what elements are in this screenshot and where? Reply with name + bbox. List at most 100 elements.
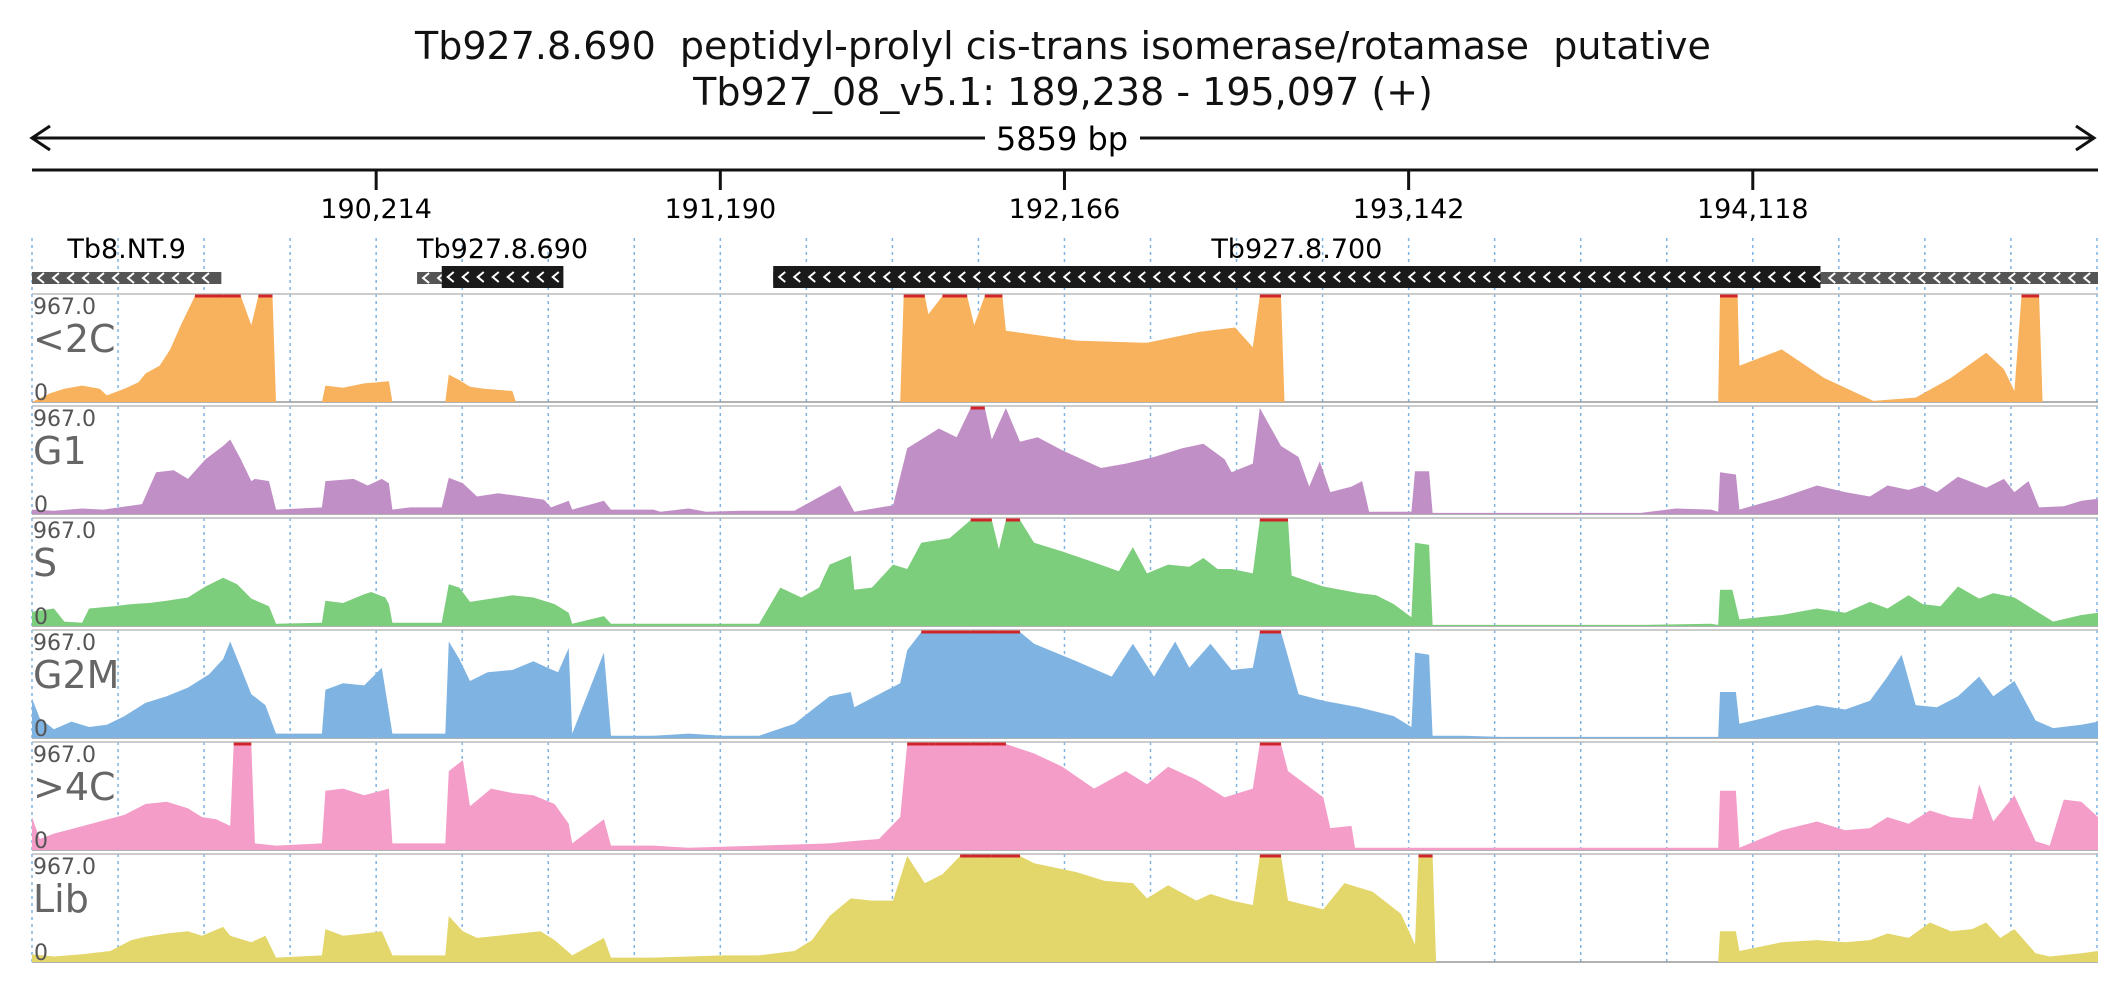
span-arrow-right-icon — [2075, 124, 2097, 152]
track-name-label: S — [33, 541, 57, 585]
strand-chevron-icon — [1857, 272, 1866, 284]
strand-chevron-icon — [141, 272, 150, 284]
strand-chevron-icon — [1077, 271, 1086, 283]
track-max-label: 967.0 — [33, 855, 96, 880]
gene-label[interactable]: Tb927.8.690 — [416, 234, 588, 265]
strand-chevron-icon — [822, 271, 831, 283]
strand-chevron-icon — [2067, 272, 2076, 284]
strand-chevron-icon — [536, 271, 545, 283]
strand-chevron-icon — [837, 271, 846, 283]
gene-cds-bar[interactable] — [441, 266, 564, 288]
strand-chevron-icon — [1977, 272, 1986, 284]
strand-chevron-icon — [1182, 271, 1191, 283]
track-max-label: 967.0 — [33, 407, 96, 432]
strand-chevron-icon — [491, 271, 500, 283]
coverage-track: 967.0S 0 — [32, 517, 2098, 630]
strand-chevron-icon — [957, 271, 966, 283]
track-min-label: 0 — [34, 829, 48, 854]
strand-chevron-icon — [2052, 272, 2061, 284]
strand-chevron-icon — [66, 272, 75, 284]
strand-chevron-icon — [1167, 271, 1176, 283]
strand-chevron-icon — [1242, 271, 1251, 283]
strand-chevron-icon — [81, 272, 90, 284]
strand-chevron-icon — [1692, 271, 1701, 283]
strand-chevron-icon — [1752, 271, 1761, 283]
strand-chevron-icon — [1557, 271, 1566, 283]
coverage-area — [32, 632, 2098, 738]
strand-chevron-icon — [506, 271, 515, 283]
x-tick-label: 192,166 — [1009, 194, 1121, 225]
coverage-area — [32, 296, 2098, 402]
strand-chevron-icon — [1197, 271, 1206, 283]
strand-chevron-icon — [1392, 271, 1401, 283]
track-min-label: 0 — [34, 717, 48, 742]
strand-chevron-icon — [551, 271, 560, 283]
strand-chevron-icon — [1227, 271, 1236, 283]
x-tick-label: 191,190 — [664, 194, 776, 225]
coverage-track: 967.0<2C 0 — [32, 293, 2098, 406]
track-min-label: 0 — [34, 381, 48, 406]
track-min-label: 0 — [34, 493, 48, 518]
x-tick-label: 193,142 — [1353, 194, 1465, 225]
track-min-label: 0 — [34, 605, 48, 630]
strand-chevron-icon — [1437, 271, 1446, 283]
coverage-area — [32, 744, 2098, 850]
strand-chevron-icon — [1047, 271, 1056, 283]
strand-chevron-icon — [1647, 271, 1656, 283]
strand-chevron-icon — [1002, 271, 1011, 283]
strand-chevron-icon — [2037, 272, 2046, 284]
coverage-track: 967.0G1 0 — [32, 405, 2098, 518]
strand-chevron-icon — [1992, 272, 2001, 284]
strand-chevron-icon — [942, 271, 951, 283]
strand-chevron-icon — [1662, 271, 1671, 283]
gene-track: Tb8.NT.9 Tb927.8.690 Tb927.8.700 — [32, 234, 2098, 288]
strand-chevron-icon — [126, 272, 135, 284]
strand-chevron-icon — [1797, 271, 1806, 283]
strand-chevron-icon — [1377, 271, 1386, 283]
track-name-label: >4C — [33, 765, 116, 809]
strand-chevron-icon — [2007, 272, 2016, 284]
strand-chevron-icon — [1032, 271, 1041, 283]
strand-chevron-icon — [777, 271, 786, 283]
strand-chevron-icon — [1017, 271, 1026, 283]
strand-chevron-icon — [987, 271, 996, 283]
strand-chevron-icon — [36, 272, 45, 284]
strand-chevron-icon — [111, 272, 120, 284]
track-max-label: 967.0 — [33, 743, 96, 768]
strand-chevron-icon — [1872, 272, 1881, 284]
strand-chevron-icon — [1782, 271, 1791, 283]
strand-chevron-icon — [1347, 271, 1356, 283]
gene-cds-bar[interactable] — [773, 266, 1821, 288]
coverage-track: 967.0>4C 0 — [32, 741, 2098, 854]
strand-chevron-icon — [1887, 272, 1896, 284]
strand-chevron-icon — [186, 272, 195, 284]
strand-chevron-icon — [1842, 272, 1851, 284]
track-name-label: G1 — [33, 429, 87, 473]
strand-chevron-icon — [1962, 272, 1971, 284]
strand-chevron-icon — [96, 272, 105, 284]
strand-chevron-icon — [1272, 271, 1281, 283]
strand-chevron-icon — [1407, 271, 1416, 283]
strand-chevron-icon — [171, 272, 180, 284]
span-indicator: 5859 bp — [29, 120, 2097, 158]
track-name-label: <2C — [33, 317, 116, 361]
strand-chevron-icon — [852, 271, 861, 283]
span-arrow-left-icon — [29, 124, 51, 152]
strand-chevron-icon — [807, 271, 816, 283]
strand-chevron-icon — [1257, 271, 1266, 283]
track-name-label: Lib — [33, 877, 89, 921]
strand-chevron-icon — [1482, 271, 1491, 283]
strand-chevron-icon — [1422, 271, 1431, 283]
strand-chevron-icon — [1932, 272, 1941, 284]
gene-label[interactable]: Tb927.8.700 — [1210, 234, 1382, 265]
coverage-area — [32, 856, 2098, 962]
strand-chevron-icon — [897, 271, 906, 283]
strand-chevron-icon — [792, 271, 801, 283]
track-max-label: 967.0 — [33, 519, 96, 544]
strand-chevron-icon — [1527, 271, 1536, 283]
track-name-label: G2M — [33, 653, 119, 697]
gene-label[interactable]: Tb8.NT.9 — [66, 234, 186, 265]
strand-chevron-icon — [1212, 271, 1221, 283]
